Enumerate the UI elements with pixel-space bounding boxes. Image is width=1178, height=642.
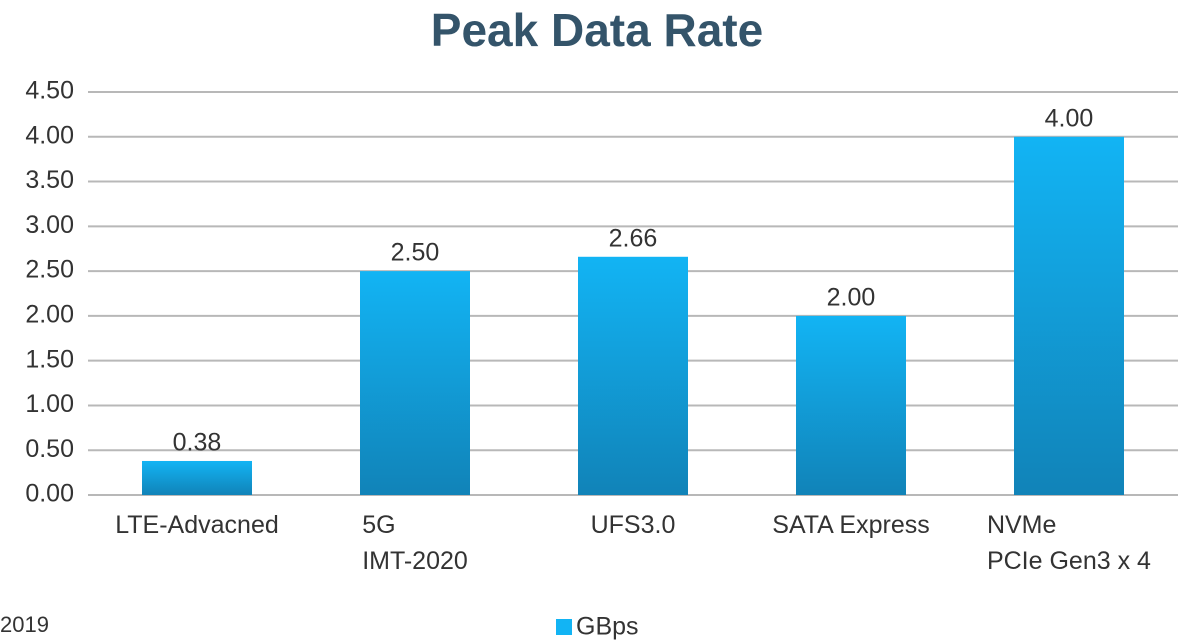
bar (142, 460, 252, 495)
y-tick-label: 2.00 (25, 300, 74, 328)
y-tick-label: 4.00 (25, 121, 74, 149)
legend-label: GBps (576, 613, 639, 641)
x-tick-label: SATA Express (772, 511, 929, 539)
bar (796, 315, 906, 495)
chart-title: Peak Data Rate (431, 4, 763, 56)
x-tick-label: LTE-Advacned (115, 511, 279, 539)
bar (1014, 136, 1124, 495)
value-label: 0.38 (173, 429, 222, 457)
x-tick-label: 5G IMT-2020 (362, 511, 468, 575)
x-tick-label: NVMe PCIe Gen3 x 4 (987, 511, 1151, 575)
y-tick-label: 0.00 (25, 480, 74, 508)
value-label: 4.00 (1045, 104, 1094, 132)
value-label: 2.00 (827, 283, 876, 311)
value-label: 2.66 (609, 224, 658, 252)
value-label: 2.50 (391, 239, 440, 267)
y-tick-label: 3.00 (25, 211, 74, 239)
footnote: 2019 (0, 612, 49, 637)
legend-swatch (556, 619, 572, 635)
y-tick-label: 1.50 (25, 345, 74, 373)
y-tick-label: 0.50 (25, 435, 74, 463)
y-tick-label: 2.50 (25, 256, 74, 284)
y-tick-label: 1.00 (25, 390, 74, 418)
x-tick-label: UFS3.0 (591, 511, 676, 539)
y-tick-label: 4.50 (25, 77, 74, 105)
bar (578, 256, 688, 495)
y-tick-label: 3.50 (25, 166, 74, 194)
bar (360, 271, 470, 495)
